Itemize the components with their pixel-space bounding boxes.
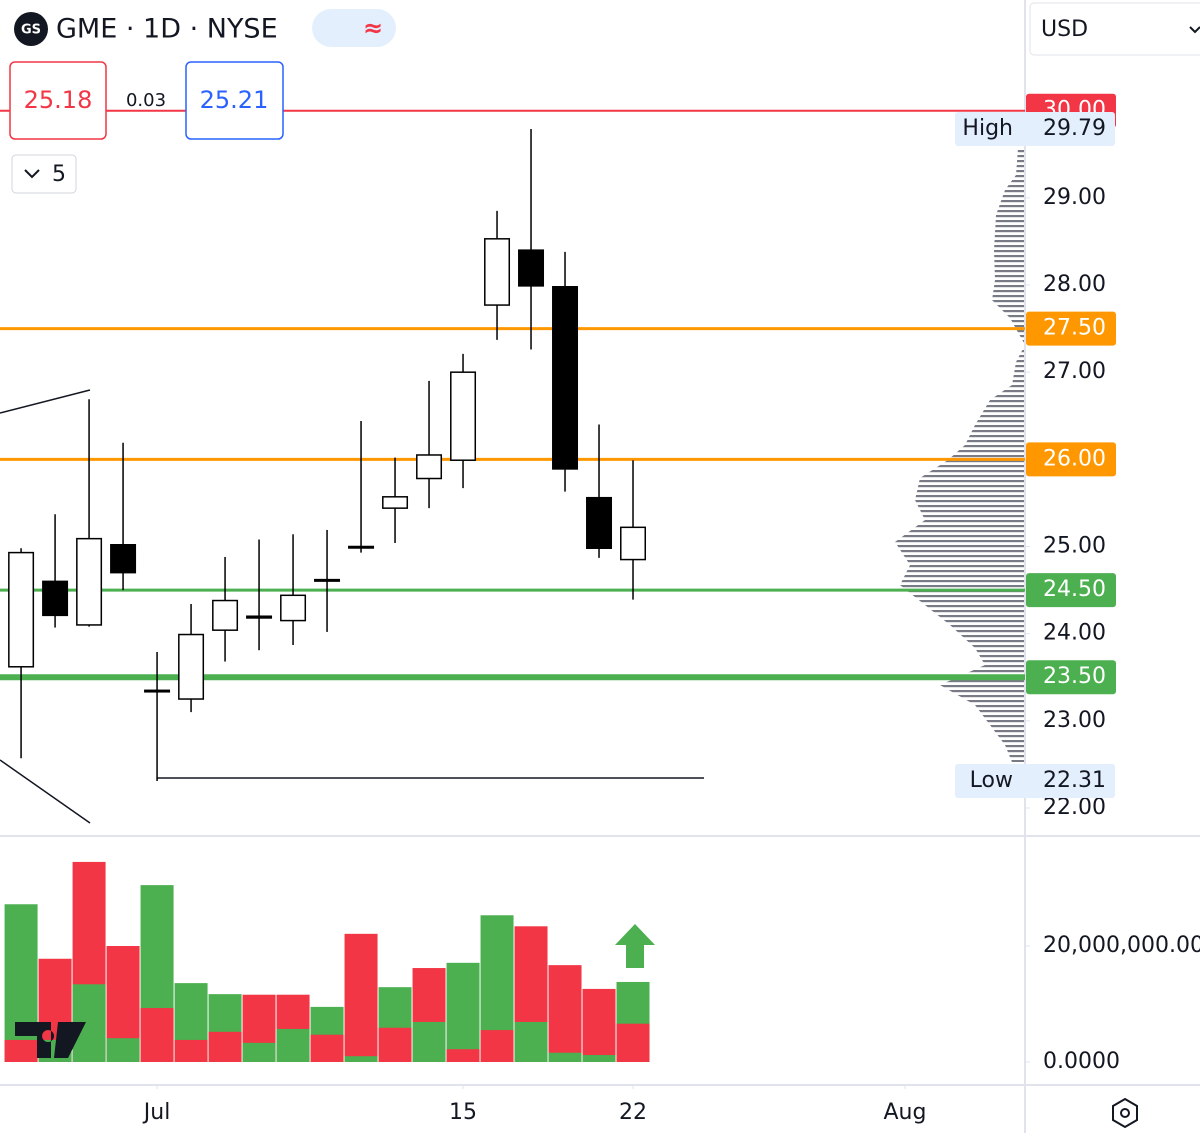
candle-body xyxy=(42,580,69,617)
price-label: 27.50 xyxy=(1043,316,1106,341)
low-marker-value: 22.31 xyxy=(1043,768,1106,793)
sell-price: 25.18 xyxy=(24,86,93,114)
volume-inner-bar xyxy=(276,1028,310,1062)
volume-bar xyxy=(582,988,616,1062)
x-tick-label: 22 xyxy=(619,1100,647,1125)
x-tick-label: 15 xyxy=(449,1100,477,1125)
scales: Jul 15 22 Aug 22.00 23.00 24.00 25.00 27.00 28.00… xyxy=(142,93,1200,1125)
candle-body xyxy=(178,633,205,700)
candle-body xyxy=(246,615,273,619)
volume-inner-bar xyxy=(242,1042,276,1062)
price-label-bg xyxy=(1026,442,1116,477)
y-tick-label: 23.00 xyxy=(1043,708,1106,733)
volume-inner-bar xyxy=(378,1027,412,1062)
indicators-toggle[interactable] xyxy=(11,154,77,194)
volume-inner-bar xyxy=(4,1039,38,1062)
settings-icon[interactable] xyxy=(1112,1097,1138,1129)
candle-body xyxy=(144,689,171,693)
volume-inner-bar xyxy=(616,1023,650,1062)
chevron xyxy=(1189,26,1200,34)
volume-bar xyxy=(446,962,480,1062)
x-tick-label: Jul xyxy=(142,1100,171,1125)
spread: 0.03 xyxy=(126,90,166,111)
high-marker-bg xyxy=(955,111,1115,146)
spread-bg xyxy=(120,88,172,108)
y-tick-label: 24.00 xyxy=(1043,621,1106,646)
volume-inner-bar xyxy=(208,1031,242,1062)
price-label: 24.50 xyxy=(1043,577,1106,602)
y-tick-label: 0.0000 xyxy=(1043,1049,1120,1074)
volume-bar xyxy=(344,933,378,1062)
chevron xyxy=(24,169,40,179)
sell-button[interactable] xyxy=(9,61,107,140)
y-tick-label: 28.00 xyxy=(1043,272,1106,297)
marks xyxy=(4,128,650,1062)
trend-line xyxy=(0,759,91,824)
candle-body xyxy=(484,238,511,306)
toolbar: GS GME · 1D · NYSE ≈ 25.18 0.03 25.21 5 … xyxy=(9,2,1200,1129)
price-label-bg xyxy=(1026,573,1116,608)
currency-select[interactable] xyxy=(1029,2,1200,56)
x-tick-label: Aug xyxy=(884,1100,927,1125)
volume-inner-bar xyxy=(412,1021,446,1062)
y-tick-label: 22.00 xyxy=(1043,795,1106,820)
low-marker-label: Low xyxy=(970,768,1013,793)
volume-inner-bar xyxy=(582,1055,616,1062)
volume-inner-bar xyxy=(174,1039,208,1062)
volume-inner-bar xyxy=(446,1049,480,1062)
indicator-count: 5 xyxy=(52,162,66,187)
settings-icon-center xyxy=(1120,1108,1130,1118)
candle-body xyxy=(416,454,443,480)
buy-price: 25.21 xyxy=(200,86,269,114)
candle-body xyxy=(620,526,647,561)
high-marker-value: 29.79 xyxy=(1043,116,1106,141)
candle-body xyxy=(280,594,307,622)
candle-body xyxy=(552,286,579,470)
y-tick-label: 27.00 xyxy=(1043,359,1106,384)
status-pill[interactable] xyxy=(312,9,396,47)
candle-body xyxy=(110,544,137,574)
candle-body xyxy=(314,578,341,582)
price-label: 23.50 xyxy=(1043,664,1106,689)
volume-inner-bar xyxy=(140,1008,174,1062)
y-tick-label: 25.00 xyxy=(1043,533,1106,558)
candle-body xyxy=(450,371,477,461)
volume-inner-bar xyxy=(480,1030,514,1062)
price-lines xyxy=(0,109,1025,681)
trend-line xyxy=(0,389,91,414)
high-marker-label: High xyxy=(962,116,1013,141)
candle-body xyxy=(518,249,545,287)
logo-badge xyxy=(14,12,48,46)
candle-body xyxy=(212,599,239,631)
candle-body xyxy=(382,496,409,509)
tv-logo xyxy=(15,1022,86,1058)
volume-inner-bar xyxy=(344,1056,378,1062)
volume-inner-bar xyxy=(310,1034,344,1062)
y-tick-label: 20,000,000.00 xyxy=(1043,933,1200,958)
volume-bar xyxy=(548,965,582,1062)
symbol-title: GME · 1D · NYSE xyxy=(56,14,278,45)
candle-body xyxy=(8,551,35,668)
volume-inner-bar xyxy=(106,1038,140,1062)
volume-bar xyxy=(4,904,38,1062)
price-label-bg xyxy=(1026,660,1116,695)
buy-button[interactable] xyxy=(185,61,284,140)
data-delay-icon: ≈ xyxy=(363,14,383,42)
candle-body xyxy=(348,545,375,549)
currency: USD xyxy=(1041,17,1088,42)
volume-inner-bar xyxy=(514,1021,548,1062)
logo-text: GS xyxy=(21,23,41,38)
up-arrow-icon xyxy=(615,924,655,968)
y-tick-label: 29.00 xyxy=(1043,185,1106,210)
price-label-bg xyxy=(1026,311,1116,346)
volume-profile xyxy=(895,148,1025,762)
low-marker-bg xyxy=(955,763,1115,798)
candle-body xyxy=(76,537,103,626)
candle-body xyxy=(586,496,613,549)
price-label: 26.00 xyxy=(1043,446,1106,471)
volume-inner-bar xyxy=(548,1052,582,1062)
